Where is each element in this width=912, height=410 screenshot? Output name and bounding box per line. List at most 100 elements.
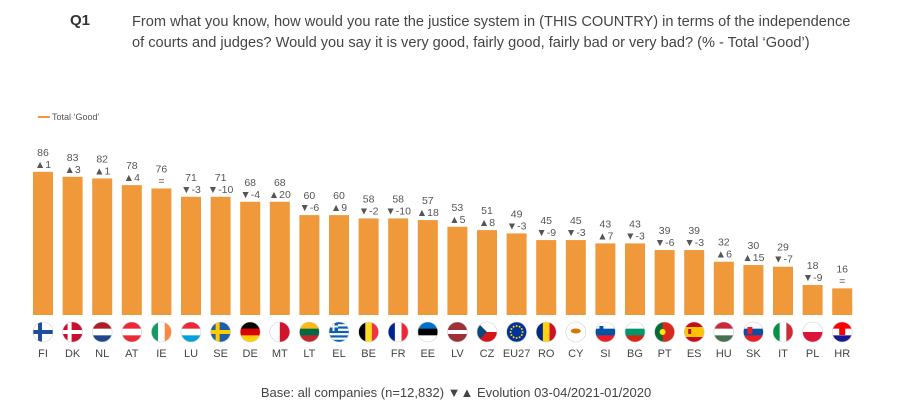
value-label: 76 xyxy=(156,163,168,175)
flag-stripe xyxy=(279,322,290,342)
flag-emblem xyxy=(599,326,604,331)
flag-stripe xyxy=(329,335,349,338)
chart-legend: Total ‘Good’ xyxy=(38,112,100,122)
category-label: BG xyxy=(627,348,643,360)
flag-stripe xyxy=(447,338,468,342)
bar-bg xyxy=(625,243,645,315)
flag-star xyxy=(518,325,521,328)
category-label: CY xyxy=(568,348,584,360)
chart-footer: Base: all companies (n=12,832) ▼▲ Evolut… xyxy=(260,385,652,400)
flag-border xyxy=(210,321,231,343)
flag-pl-icon xyxy=(802,322,823,342)
flag-border xyxy=(269,321,291,343)
bar-de xyxy=(240,201,261,315)
flag-emblem xyxy=(659,329,666,335)
category-label: DK xyxy=(65,348,81,360)
value-label: 57 xyxy=(422,195,434,207)
flag-border xyxy=(831,321,853,343)
flag-stripe xyxy=(447,330,468,335)
flag-stripe xyxy=(269,322,281,342)
flag-star xyxy=(520,334,523,336)
flag-stripe xyxy=(417,328,438,336)
flag-stripe xyxy=(447,326,468,331)
flag-stripe xyxy=(371,322,379,342)
flag-stripe xyxy=(240,335,261,342)
value-label: 30 xyxy=(748,240,760,252)
flag-border xyxy=(32,321,54,343)
evolution-label: ▲4 xyxy=(124,172,140,184)
category-label: PL xyxy=(806,348,819,360)
flag-bg-icon xyxy=(625,322,645,342)
flag-cy-icon xyxy=(565,322,586,342)
flag-star xyxy=(518,336,521,339)
flag-stripe xyxy=(684,327,705,333)
flag-stripe xyxy=(240,322,261,329)
flag-stripe xyxy=(329,330,349,334)
category-label: HR xyxy=(834,348,850,360)
flag-border xyxy=(387,321,409,343)
flag-stripe xyxy=(713,335,734,342)
flag-dk-icon xyxy=(62,322,83,342)
flag-el-icon xyxy=(329,322,349,342)
flag-stripe xyxy=(417,335,438,342)
flag-stripe xyxy=(358,322,366,342)
category-label: SI xyxy=(600,348,610,360)
bar-nl xyxy=(92,178,113,315)
value-label: 82 xyxy=(96,153,108,165)
flag-border xyxy=(624,321,646,343)
flag-stripe xyxy=(299,335,320,342)
flag-star xyxy=(521,331,524,333)
flag-stripe xyxy=(151,322,159,342)
flag-cross-v xyxy=(215,322,220,342)
legend-label: Total ‘Good’ xyxy=(52,112,100,122)
flag-stripe xyxy=(417,322,438,329)
flag-star xyxy=(515,325,518,327)
flag-stripe xyxy=(684,322,705,328)
flag-stripe xyxy=(121,328,142,336)
value-label: 45 xyxy=(540,215,552,227)
category-label: HU xyxy=(716,348,732,360)
evolution-label: ▼-3 xyxy=(181,184,201,196)
value-label: 43 xyxy=(600,218,612,230)
flag-stripe xyxy=(329,339,349,342)
category-label: SE xyxy=(213,348,228,360)
flag-stripe xyxy=(388,322,396,342)
flag-stripe xyxy=(802,322,823,333)
flag-stripe xyxy=(743,335,764,342)
flag-nl-icon xyxy=(92,322,113,342)
flag-hu-icon xyxy=(713,322,734,342)
value-label: 32 xyxy=(718,237,730,249)
flag-stripe xyxy=(684,332,705,338)
flag-stripe xyxy=(595,328,616,336)
bar-eu27 xyxy=(506,233,527,315)
value-label: 39 xyxy=(659,225,671,237)
category-label: EL xyxy=(332,348,345,360)
category-label: DE xyxy=(243,348,258,360)
evolution-label: = xyxy=(839,275,845,287)
evolution-label: ▼-4 xyxy=(240,189,260,201)
category-label: ES xyxy=(687,348,702,360)
bar-cy xyxy=(565,240,586,315)
flag-border xyxy=(299,321,320,343)
category-label: EU27 xyxy=(503,348,531,360)
flag-stripe xyxy=(365,322,373,342)
flag-island xyxy=(570,328,581,334)
bar-hu xyxy=(713,261,734,315)
bar-ie xyxy=(151,188,172,315)
evolution-label: ▼-10 xyxy=(208,184,234,196)
flag-stripe xyxy=(477,332,497,342)
value-label: 16 xyxy=(836,263,848,275)
flag-border xyxy=(180,321,202,343)
category-label: MT xyxy=(272,348,288,360)
flag-stripe xyxy=(779,322,787,342)
bar-sk xyxy=(743,265,764,315)
flag-lt-icon xyxy=(299,322,320,342)
evolution-label: ▲7 xyxy=(597,230,613,242)
bar-chart: ▲186FI▲383DK▲182NL▲478AT=76IE▼-371LU▼-10… xyxy=(32,147,853,360)
flag-border xyxy=(535,321,557,343)
flag-mt-icon xyxy=(269,322,290,342)
value-label: 45 xyxy=(570,215,582,227)
value-label: 18 xyxy=(807,260,819,272)
category-label: NL xyxy=(95,348,109,360)
flag-stripe xyxy=(181,335,201,342)
